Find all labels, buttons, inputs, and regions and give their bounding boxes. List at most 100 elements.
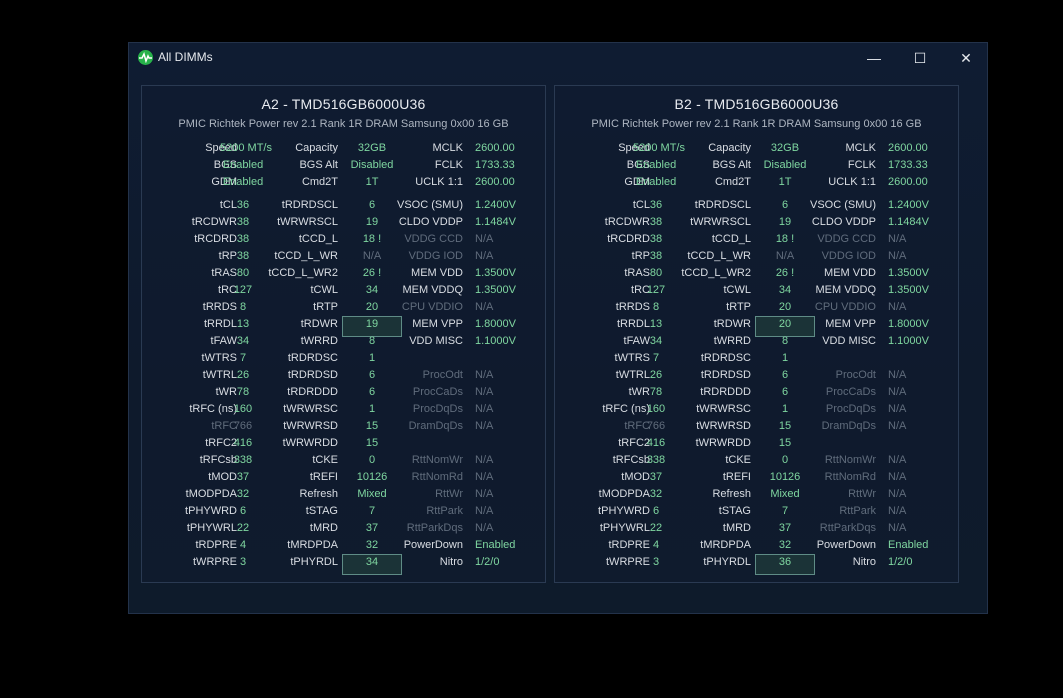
param-label: tWRWRSCL (277, 216, 338, 228)
param-value: N/A (475, 403, 494, 415)
param-value: 0 (368, 454, 376, 466)
param-value: 78 (649, 386, 663, 398)
param-label: tRRDL (616, 318, 650, 330)
param-value: 34 (649, 335, 663, 347)
param-value: 1.3500V (475, 267, 516, 279)
title-bar[interactable]: All DIMMs — ☐ ✕ (129, 43, 987, 73)
param-label: tRAS (624, 267, 650, 279)
param-label: tRDRDSC (700, 352, 751, 364)
app-pulse-icon (138, 50, 153, 65)
param-value: Enabled (222, 176, 264, 188)
param-label: tPHYWRL (186, 522, 237, 534)
param-value: N/A (475, 488, 494, 500)
minimize-button[interactable]: — (867, 50, 881, 66)
param-value: N/A (888, 403, 907, 415)
param-label: tRRDL (203, 318, 237, 330)
param-value: 37 (778, 522, 792, 534)
param-value: 1.3500V (888, 284, 929, 296)
param-value: 13 (649, 318, 663, 330)
param-value: 2600.00 (475, 176, 515, 188)
param-label: tCCD_L_WR (274, 250, 338, 262)
param-value: 2600.00 (888, 142, 928, 154)
timing-row: tRFCsb 338 tCKE 0 RttNomWr N/A (142, 454, 545, 471)
param-label: CPU VDDIO (814, 301, 876, 313)
param-label: CPU VDDIO (401, 301, 463, 313)
timing-row: tPHYWRL 22 tMRD 37 RttParkDqs N/A (142, 522, 545, 539)
param-value: 1/2/0 (475, 556, 500, 568)
param-value: N/A (362, 250, 382, 262)
param-label: Speed (205, 142, 237, 154)
param-value: 13 (236, 318, 250, 330)
timing-row: tRC 127 tCWL 34 MEM VDDQ 1.3500V (142, 284, 545, 301)
param-value: 26 (649, 369, 663, 381)
param-label: tRFC (ns) (189, 403, 237, 415)
close-button[interactable]: ✕ (960, 50, 972, 66)
param-label: tWRWRDD (695, 437, 751, 449)
highlight-box (755, 554, 815, 575)
param-label: tMOD (208, 471, 237, 483)
param-label: BGS (626, 159, 650, 171)
param-label: tWRPRE (606, 556, 650, 568)
param-label: ProcDqDs (825, 403, 876, 415)
param-label: tMODPDA (185, 488, 237, 500)
param-value: N/A (775, 250, 795, 262)
param-value: 8 (781, 335, 789, 347)
timing-row: Speed 5200 MT/s Capacity 32GB MCLK 2600.00 (555, 142, 958, 159)
param-label: ProcOdt (422, 369, 463, 381)
param-label: tRFC (211, 420, 237, 432)
timing-row: tRFC2 416 tWRWRDD 15 (555, 437, 958, 454)
timing-row: GDM Enabled Cmd2T 1T UCLK 1:1 2600.00 (142, 176, 545, 193)
maximize-button[interactable]: ☐ (913, 50, 927, 66)
param-value: N/A (475, 505, 494, 517)
param-value: 38 (649, 233, 663, 245)
param-value: 10126 (356, 471, 388, 483)
param-value: 22 (649, 522, 663, 534)
param-value: 1 (368, 352, 376, 364)
timing-row: tRCDWR 38 tWRWRSCL 19 CLDO VDDP 1.1484V (555, 216, 958, 233)
param-value: N/A (475, 301, 494, 313)
param-value: 1T (365, 176, 379, 188)
param-label: tRDRDSC (287, 352, 338, 364)
param-label: BGS Alt (299, 159, 338, 171)
param-label: FCLK (434, 159, 463, 171)
param-value: 36 (236, 199, 250, 211)
param-label: tRFCsb (612, 454, 650, 466)
param-label: tRDWR (300, 318, 338, 330)
param-value: 2600.00 (888, 176, 928, 188)
param-label: RttPark (426, 505, 463, 517)
param-label: tSTAG (305, 505, 338, 517)
param-value: Enabled (888, 539, 929, 551)
param-label: tRTP (313, 301, 338, 313)
param-label: RttNomWr (411, 454, 463, 466)
param-value: 38 (236, 216, 250, 228)
param-label: tRDPRE (195, 539, 237, 551)
param-label: tRCDWR (191, 216, 237, 228)
param-label: tCL (632, 199, 650, 211)
highlight-box (342, 554, 402, 575)
param-value: 1.3500V (475, 284, 516, 296)
param-label: RttParkDqs (819, 522, 876, 534)
param-label: tWTRL (615, 369, 650, 381)
param-label: RttWr (848, 488, 876, 500)
param-value: 1.1000V (475, 335, 516, 347)
param-label: tRDRDDD (287, 386, 338, 398)
param-value: 34 (236, 335, 250, 347)
timing-row: tRFC 766 tWRWRSD 15 DramDqDs N/A (555, 420, 958, 437)
param-label: tRCDRD (194, 233, 237, 245)
param-label: CLDO VDDP (811, 216, 876, 228)
param-value: 7 (781, 505, 789, 517)
timing-row: tWTRS 7 tRDRDSC 1 (555, 352, 958, 369)
param-label: tCCD_L_WR (687, 250, 751, 262)
param-label: tWRWRSD (283, 420, 338, 432)
param-value: 20 (778, 301, 792, 313)
param-value: N/A (888, 250, 907, 262)
param-value: N/A (475, 369, 494, 381)
param-label: tREFI (722, 471, 751, 483)
param-value: Mixed (770, 488, 800, 500)
param-label: tRFC2 (205, 437, 237, 449)
param-value: 6 (239, 505, 247, 517)
param-label: VDDG CCD (817, 233, 876, 245)
param-label: tRDRDSD (700, 369, 751, 381)
timing-row: tRP 38 tCCD_L_WR N/A VDDG IOD N/A (142, 250, 545, 267)
param-value: 160 (233, 403, 253, 415)
